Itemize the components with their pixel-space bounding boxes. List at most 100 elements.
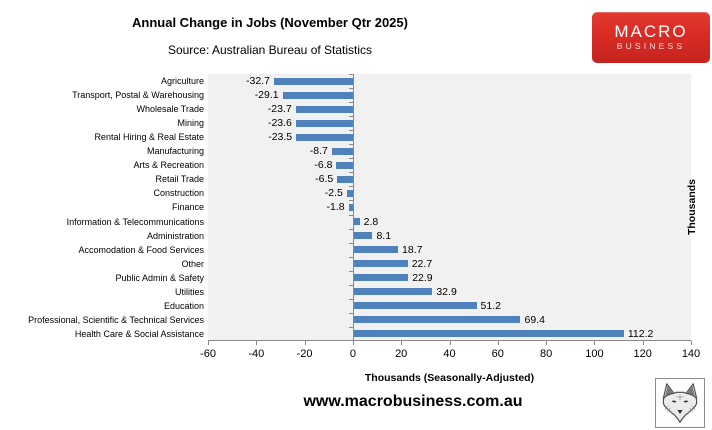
bar bbox=[352, 316, 521, 324]
x-tick-label: 80 bbox=[539, 348, 553, 360]
value-label: -8.7 bbox=[309, 145, 328, 158]
x-axis-tick bbox=[256, 341, 258, 345]
value-label: -2.5 bbox=[324, 187, 343, 200]
x-tick-label: 140 bbox=[681, 348, 701, 360]
category-label: Utilities bbox=[174, 286, 204, 297]
bar bbox=[352, 232, 373, 240]
category-label: Agriculture bbox=[160, 76, 204, 87]
y-axis-tick bbox=[348, 74, 353, 75]
x-tick-label: 20 bbox=[395, 348, 408, 360]
x-tick-label: -40 bbox=[248, 348, 265, 360]
category-label: Education bbox=[163, 300, 204, 311]
value-label: -23.7 bbox=[267, 103, 292, 116]
x-axis-line bbox=[208, 340, 691, 341]
category-label: Other bbox=[181, 258, 204, 269]
x-axis-title: Thousands (Seasonally-Adjusted) bbox=[364, 372, 535, 384]
x-axis-tick bbox=[642, 341, 644, 345]
bar bbox=[282, 91, 353, 99]
value-label: 22.7 bbox=[411, 257, 433, 270]
category-label: Arts & Recreation bbox=[133, 160, 204, 171]
chart-source: Source: Australian Bureau of Statistics bbox=[167, 43, 373, 57]
y-axis-tick bbox=[348, 130, 353, 132]
category-label: Construction bbox=[153, 188, 204, 199]
bar bbox=[352, 330, 624, 338]
y-axis-line bbox=[352, 74, 354, 341]
x-axis-tick bbox=[497, 341, 499, 345]
y-axis-tick bbox=[348, 270, 353, 272]
y-axis-tick bbox=[348, 102, 353, 104]
y-axis-tick bbox=[348, 214, 353, 216]
category-label: Information & Telecommunications bbox=[66, 216, 204, 227]
value-label: -6.8 bbox=[314, 159, 333, 172]
value-label: -29.1 bbox=[254, 89, 279, 102]
value-label: 51.2 bbox=[480, 299, 501, 312]
x-axis-tick bbox=[546, 341, 548, 345]
category-axis-labels: Agriculture Transport, Postal & Warehousi… bbox=[0, 74, 204, 341]
x-axis-tick bbox=[401, 341, 403, 345]
value-label: 22.9 bbox=[412, 271, 433, 284]
right-axis-title: Thousands bbox=[686, 179, 698, 236]
bar bbox=[295, 119, 353, 127]
y-axis-tick bbox=[348, 200, 353, 202]
value-label: 32.9 bbox=[436, 285, 457, 298]
bar bbox=[352, 218, 360, 226]
bar bbox=[336, 161, 353, 169]
x-axis-tick bbox=[691, 341, 692, 345]
y-axis-tick bbox=[348, 186, 353, 188]
logo-text-macro: MACRO bbox=[614, 22, 688, 41]
bar bbox=[352, 260, 408, 268]
y-axis-tick bbox=[348, 326, 353, 328]
value-label: -23.6 bbox=[267, 117, 292, 130]
y-axis-tick bbox=[348, 158, 353, 160]
y-axis-tick bbox=[348, 144, 353, 146]
value-label: -23.5 bbox=[268, 131, 293, 144]
category-label: Manufacturing bbox=[146, 146, 204, 157]
y-axis-tick bbox=[348, 88, 353, 90]
x-tick-label: 40 bbox=[443, 348, 456, 360]
bar bbox=[352, 302, 477, 310]
bar bbox=[352, 288, 433, 296]
x-tick-label: 100 bbox=[585, 348, 604, 360]
fox-head-icon bbox=[662, 383, 698, 423]
value-label: 18.7 bbox=[402, 243, 423, 256]
y-axis-tick bbox=[348, 312, 353, 314]
fox-logo bbox=[655, 378, 705, 428]
category-label: Rental Hiring & Real Estate bbox=[94, 132, 204, 143]
category-label: Accomodation & Food Services bbox=[78, 244, 204, 255]
value-label: 8.1 bbox=[376, 229, 392, 242]
value-label: -6.5 bbox=[315, 173, 334, 186]
y-axis-tick bbox=[348, 172, 353, 174]
plot-area: -32.7 -29.1 -23.7 -23.6 -23.5 -8.7 -6.8 -6.5 -2.… bbox=[208, 74, 691, 341]
bar bbox=[295, 105, 353, 113]
x-tick-label: 0 bbox=[349, 348, 356, 360]
y-axis-tick bbox=[348, 284, 353, 286]
y-axis-tick bbox=[348, 256, 353, 258]
x-axis-tick bbox=[208, 341, 209, 345]
bar bbox=[348, 204, 353, 211]
category-label: Public Admin & Safety bbox=[115, 272, 204, 283]
value-label: -1.8 bbox=[326, 201, 345, 214]
x-tick-label: 60 bbox=[491, 348, 504, 360]
y-axis-tick bbox=[348, 228, 353, 230]
category-label: Finance bbox=[171, 202, 204, 213]
x-axis-tick bbox=[449, 341, 451, 345]
value-label: 2.8 bbox=[363, 215, 379, 228]
category-label: Mining bbox=[177, 118, 204, 129]
bar bbox=[346, 189, 353, 197]
y-axis-tick bbox=[348, 298, 353, 300]
x-tick-label: -20 bbox=[296, 348, 313, 360]
value-label: 69.4 bbox=[524, 313, 545, 326]
bar bbox=[273, 77, 353, 85]
value-label: 112.2 bbox=[627, 327, 654, 340]
website-url: www.macrobusiness.com.au bbox=[303, 393, 523, 410]
category-label: Wholesale Trade bbox=[136, 104, 204, 115]
category-label: Retail Trade bbox=[155, 174, 204, 185]
category-label: Transport, Postal & Warehousing bbox=[72, 90, 204, 101]
x-axis-tick bbox=[304, 341, 306, 345]
category-label: Health Care & Social Assistance bbox=[74, 328, 204, 339]
y-axis-tick bbox=[348, 116, 353, 118]
bar bbox=[331, 147, 353, 155]
bar bbox=[296, 133, 353, 141]
bar bbox=[337, 175, 353, 183]
